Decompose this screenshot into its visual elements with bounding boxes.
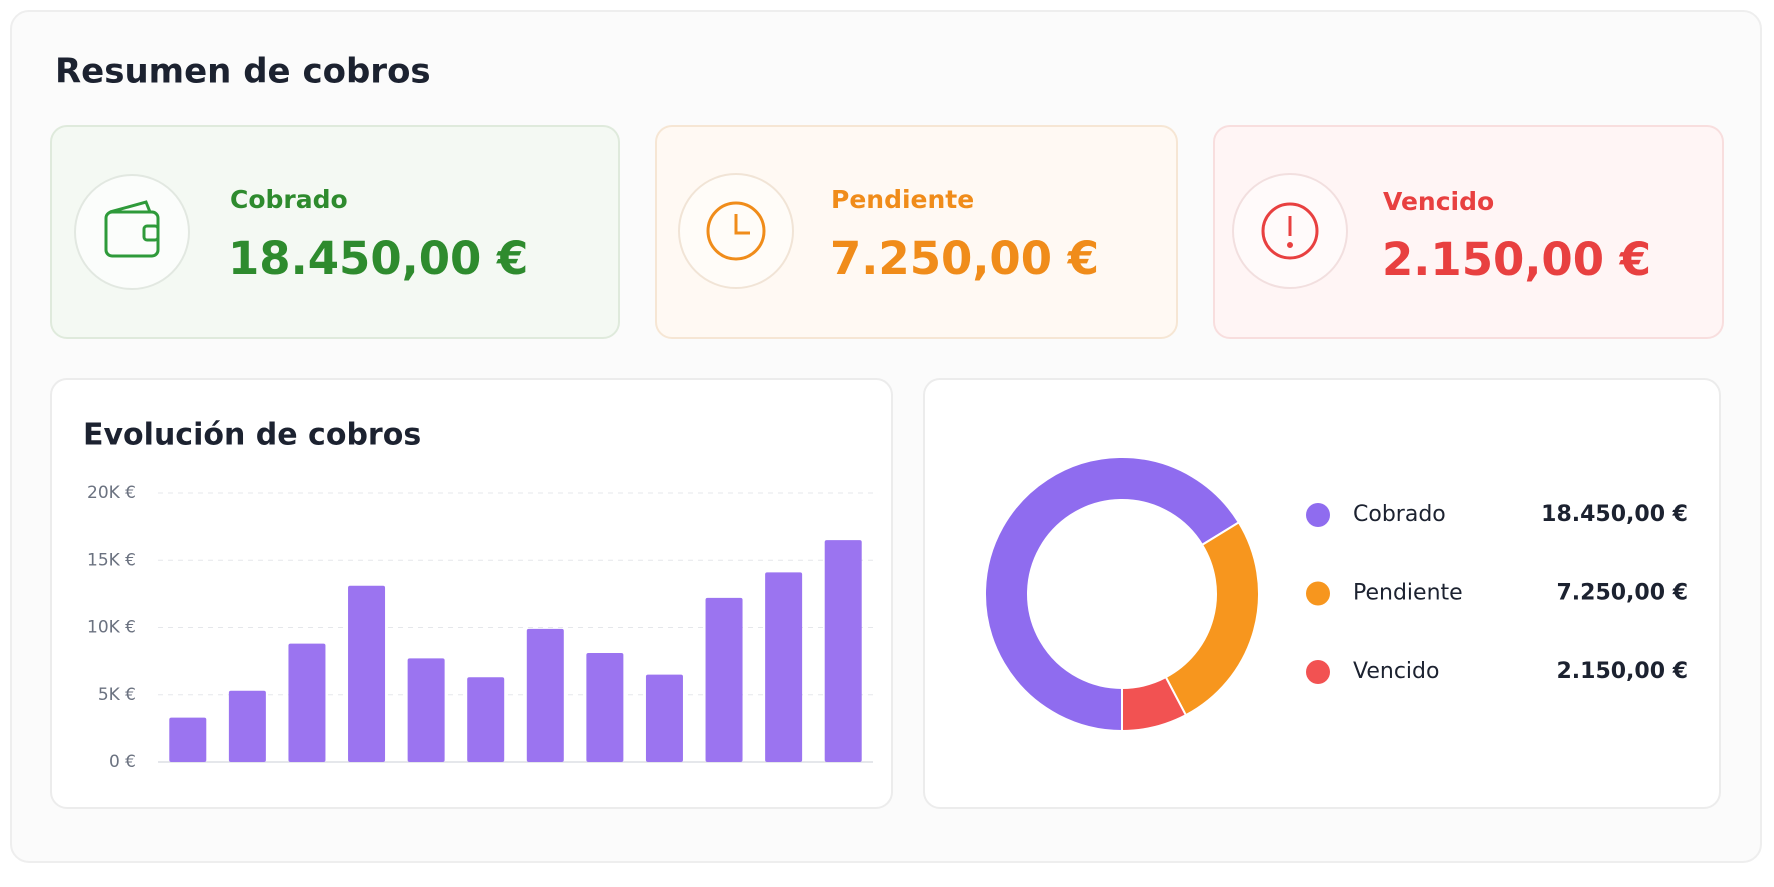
bar: [228, 690, 266, 762]
clock-icon: [706, 201, 766, 261]
bar: [169, 717, 207, 762]
card: [655, 125, 1178, 339]
page-title: Resumen de cobros: [55, 52, 431, 92]
icon-circle: [74, 174, 190, 290]
y-tick-label: 0 €: [109, 752, 136, 772]
chart-title: Evolución de cobros: [83, 418, 421, 453]
legend-dot: [1306, 660, 1330, 684]
bar: [645, 674, 683, 762]
card-amount: 7.250,00 €: [830, 232, 1099, 285]
bar: [705, 597, 743, 762]
bar: [765, 572, 803, 762]
legend-dot: [1306, 503, 1330, 527]
card-label: Cobrado: [230, 185, 348, 214]
donut-slice: [984, 456, 1241, 733]
legend-dot: [1306, 581, 1330, 606]
y-tick-label: 15K €: [87, 550, 136, 570]
card-label: Vencido: [1383, 187, 1494, 216]
legend-label: Vencido: [1353, 659, 1439, 684]
bar: [526, 628, 564, 762]
alert-icon: [1261, 202, 1319, 260]
card: [50, 125, 620, 339]
bar: [467, 677, 505, 762]
legend-value: 2.150,00 €: [1556, 659, 1688, 684]
wallet-icon: [104, 200, 160, 258]
donut-slice: [1121, 675, 1188, 733]
card-label: Pendiente: [831, 185, 974, 214]
y-tick-label: 20K €: [87, 483, 136, 503]
y-tick-label: 10K €: [87, 618, 136, 638]
y-tick-label: 5K €: [98, 685, 136, 705]
card: [1213, 125, 1724, 339]
legend-label: Pendiente: [1353, 581, 1463, 606]
card-amount: 2.150,00 €: [1382, 233, 1651, 286]
legend-label: Cobrado: [1353, 502, 1446, 527]
bar: [407, 658, 445, 762]
bar: [288, 643, 326, 762]
bar: [348, 585, 386, 762]
bar: [586, 653, 624, 762]
legend-value: 7.250,00 €: [1556, 581, 1688, 606]
legend-value: 18.450,00 €: [1541, 502, 1688, 527]
bar: [824, 540, 862, 762]
card-amount: 18.450,00 €: [228, 232, 528, 285]
